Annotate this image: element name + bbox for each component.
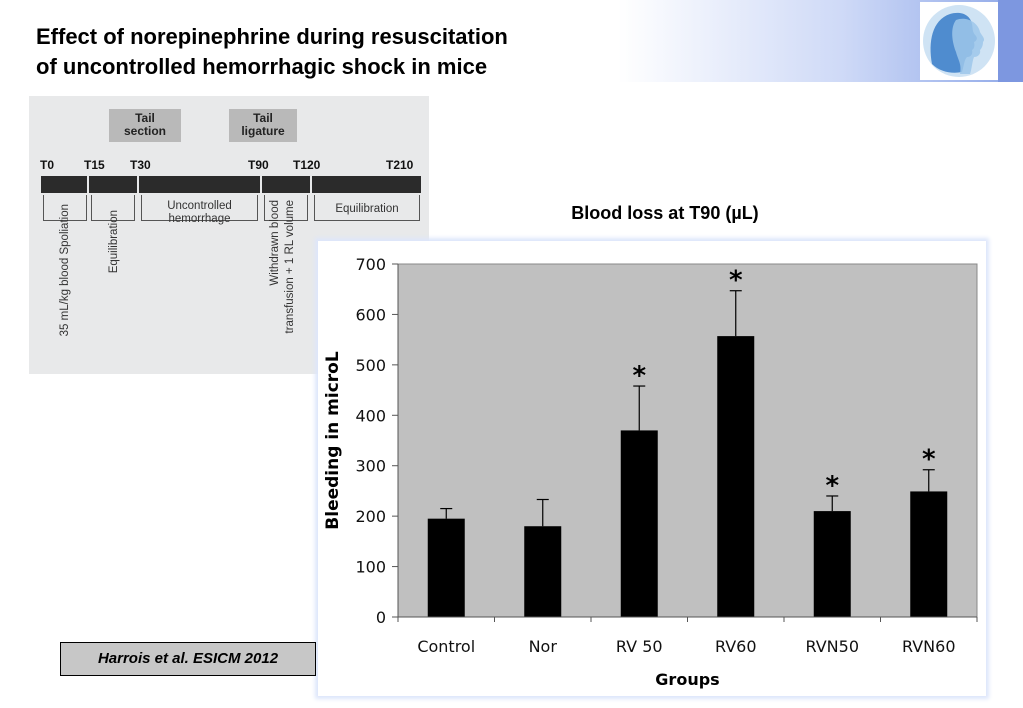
bar-rvn50	[813, 511, 851, 617]
y-tick-label: 700	[355, 255, 386, 274]
timeline-separator	[87, 176, 89, 193]
x-tick-label: RVN60	[902, 637, 956, 656]
y-tick-label: 300	[355, 457, 386, 476]
timeline-bar	[41, 176, 421, 193]
y-tick-label: 400	[355, 406, 386, 425]
tick-t0: T0	[40, 158, 55, 172]
phase-transfusion-line1: Withdrawn blood	[269, 200, 281, 286]
significance-asterisk: *	[729, 266, 743, 296]
phase-bracket	[91, 195, 135, 221]
x-axis-label: Groups	[655, 670, 719, 689]
phase-hemorrhage-line2: hemorrhage	[168, 213, 231, 225]
protocol-timeline: Tail section Tail ligature T0 T15 T30 T9…	[29, 96, 429, 374]
phase-transfusion-label: Withdrawn blood transfusion + 1 RL volum…	[269, 200, 301, 360]
chart-panel: * * * * Control Nor RV 50 RV60 RVN50 RVN60 0 100 20…	[318, 241, 986, 696]
significance-asterisk: *	[825, 471, 839, 501]
phase-bracket	[264, 195, 308, 221]
chart-title: Blood loss at T90 (µL)	[571, 203, 759, 223]
plot-area	[397, 263, 978, 618]
x-tick-label: RV60	[715, 637, 757, 656]
citation-box: Harrois et al. ESICM 2012	[60, 642, 316, 676]
tail-section-label-2: section	[123, 124, 166, 138]
bar-rvn60	[910, 491, 948, 617]
head-profile-icon	[923, 5, 995, 77]
y-tick-label: 0	[376, 608, 386, 627]
slide-title-line2: of uncontrolled hemorrhagic shock in mic…	[36, 54, 488, 79]
slide-title-line1: Effect of norepinephrine during resuscit…	[36, 24, 508, 49]
phase-bracket	[43, 195, 87, 221]
significance-asterisk: *	[922, 445, 936, 475]
bar-chart: * * * * Control Nor RV 50 RV60 RVN50 RVN60 0 100 20…	[323, 255, 978, 689]
timeline-separator	[310, 176, 312, 193]
significance-asterisk: *	[632, 361, 646, 391]
bar-rv60	[717, 336, 755, 617]
phase-hemorrhage-label: Uncontrolled hemorrhage	[141, 200, 258, 226]
y-tick-label: 100	[355, 558, 386, 577]
tail-section-label-1: Tail	[135, 111, 155, 125]
tick-t120: T120	[293, 158, 321, 172]
phase-hemorrhage-line1: Uncontrolled	[167, 200, 232, 212]
slide-title: Effect of norepinephrine during resuscit…	[36, 22, 616, 82]
tick-t90: T90	[248, 158, 269, 172]
tick-t30: T30	[130, 158, 151, 172]
bar-control	[427, 518, 465, 617]
timeline-separator	[137, 176, 139, 193]
header-accent-stripe	[998, 0, 1023, 82]
bar-rv50	[620, 430, 658, 617]
bar-nor	[524, 526, 562, 617]
y-axis-label: Bleeding in microL	[323, 351, 343, 530]
phase-bracket	[314, 195, 420, 221]
tail-ligature-box: Tail ligature	[229, 109, 297, 142]
timeline-separator	[260, 176, 262, 193]
x-tick-label: Control	[417, 637, 475, 656]
tail-section-box: Tail section	[109, 109, 181, 142]
tick-t210: T210	[386, 158, 414, 172]
phase-bracket	[141, 195, 258, 221]
x-tick-label: RV 50	[616, 637, 663, 656]
tail-ligature-label-1: Tail	[253, 111, 273, 125]
y-tick-label: 500	[355, 356, 386, 375]
y-tick-label: 600	[355, 305, 386, 324]
logo	[920, 2, 998, 80]
phase-equilibration-2-label: Equilibration	[335, 203, 399, 215]
x-tick-label: RVN50	[805, 637, 859, 656]
phase-equilibration-1-label: Equilibration	[108, 210, 120, 274]
x-tick-label: Nor	[529, 637, 558, 656]
tick-t15: T15	[84, 158, 105, 172]
y-tick-label: 200	[355, 507, 386, 526]
tail-ligature-label-2: ligature	[241, 124, 285, 138]
phase-spoliation-label: 35 mL/kg blood Spoliation	[59, 204, 71, 337]
phase-transfusion-line2: transfusion + 1 RL volume	[284, 200, 296, 334]
